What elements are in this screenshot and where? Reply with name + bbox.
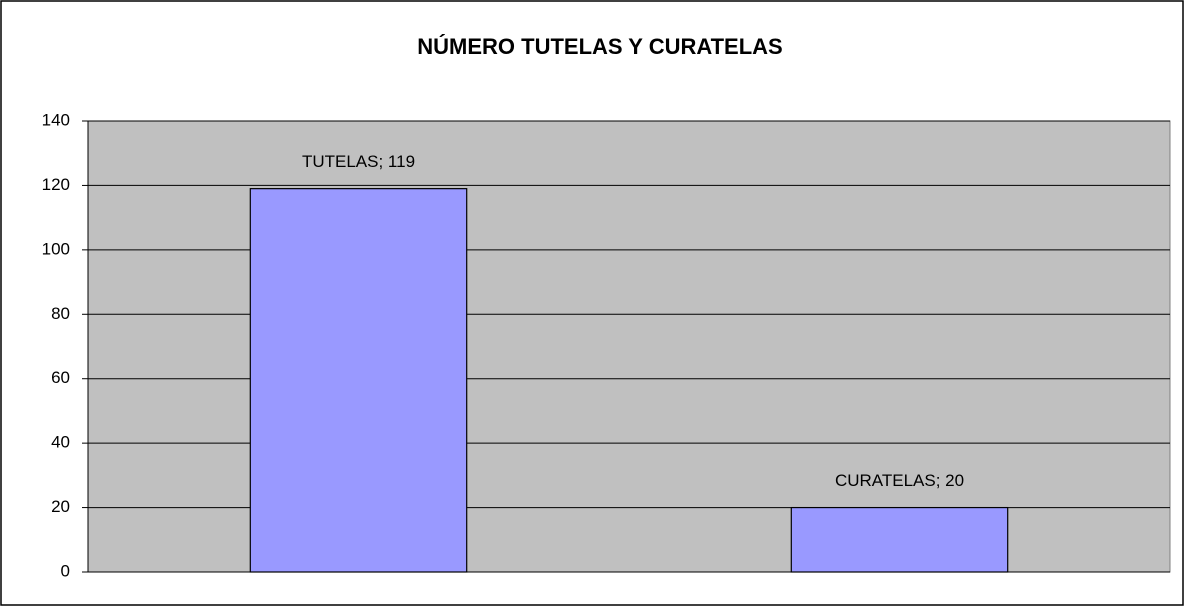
data-label: TUTELAS; 119	[302, 152, 415, 171]
y-tick-label: 100	[42, 239, 70, 258]
chart-title: NÚMERO TUTELAS Y CURATELAS	[417, 34, 782, 59]
y-tick-label: 60	[51, 368, 70, 387]
bar	[249, 188, 468, 573]
y-tick-label: 80	[51, 304, 70, 323]
y-tick-label: 40	[51, 433, 70, 452]
y-tick-label: 0	[61, 561, 70, 580]
bar	[790, 506, 1009, 573]
y-tick-label: 140	[42, 110, 70, 129]
data-label: CURATELAS; 20	[835, 471, 964, 490]
y-tick-label: 20	[51, 497, 70, 516]
y-tick-label: 120	[42, 175, 70, 194]
